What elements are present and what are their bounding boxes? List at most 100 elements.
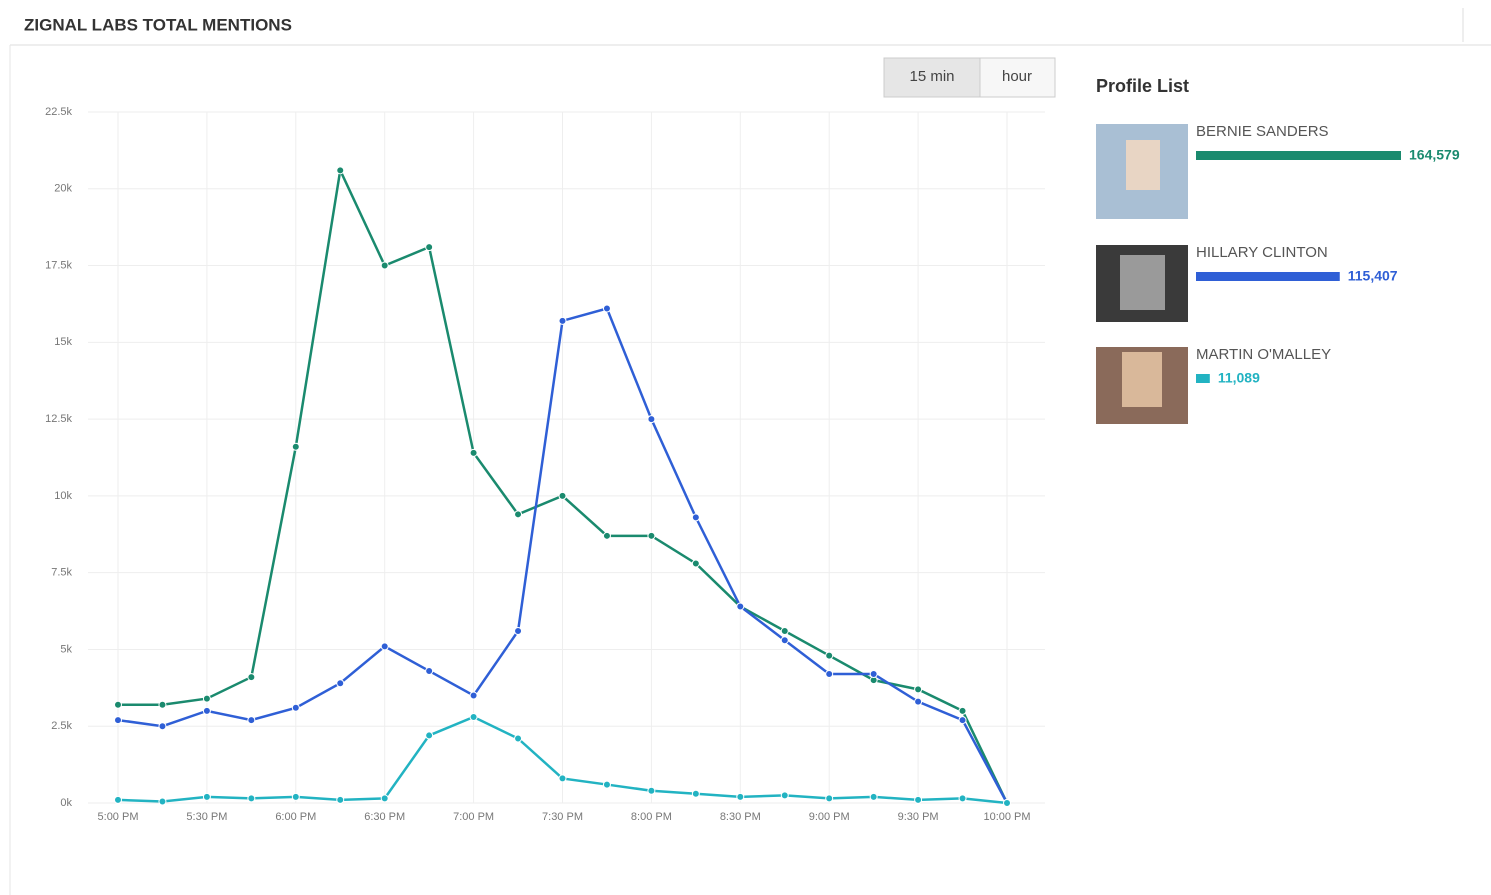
profile-count: 115,407: [1348, 268, 1398, 284]
y-tick-label: 22.5k: [45, 106, 72, 118]
data-point: [514, 510, 523, 519]
data-point: [247, 673, 256, 682]
data-point: [514, 627, 523, 636]
data-point: [558, 316, 567, 325]
data-point: [158, 722, 167, 731]
y-tick-label: 0k: [60, 797, 72, 809]
data-point: [691, 513, 700, 522]
data-point: [202, 694, 211, 703]
profile-name: MARTIN O'MALLEY: [1196, 346, 1331, 363]
x-tick-label: 5:00 PM: [98, 811, 139, 823]
data-point: [780, 627, 789, 636]
data-point: [114, 700, 122, 709]
data-point: [958, 706, 967, 715]
data-point: [114, 795, 122, 804]
x-tick-label: 9:00 PM: [809, 811, 850, 823]
data-point: [869, 670, 878, 679]
profile-count: 164,579: [1409, 147, 1460, 163]
data-point: [469, 713, 478, 722]
data-point: [647, 415, 656, 424]
data-point: [691, 789, 700, 798]
x-tick-label: 8:00 PM: [631, 811, 672, 823]
toggle: 15 min hour: [883, 57, 1056, 98]
data-point: [1003, 799, 1011, 807]
profile-list-title: Profile List: [1096, 76, 1189, 96]
data-point: [425, 243, 434, 252]
data-point: [691, 559, 700, 568]
y-tick-label: 2.5k: [51, 720, 72, 732]
button-label[interactable]: 15 min: [909, 68, 954, 85]
x-tick-label: 5:30 PM: [186, 811, 227, 823]
y-tick-label: 10k: [54, 490, 72, 502]
button-15min[interactable]: [883, 57, 981, 98]
data-point: [336, 679, 345, 688]
data-point: [114, 716, 122, 725]
data-point: [736, 602, 745, 611]
data-point: [291, 792, 300, 801]
button-hour[interactable]: [979, 57, 1056, 98]
profile-photo-detail: [1126, 140, 1160, 190]
x-tick-label: 9:30 PM: [898, 811, 939, 823]
button-label[interactable]: hour: [1002, 68, 1032, 85]
data-point: [336, 795, 345, 804]
x-tick-label: 7:30 PM: [542, 811, 583, 823]
data-point: [958, 794, 967, 803]
data-point: [869, 792, 878, 801]
data-point: [247, 716, 256, 725]
data-point: [914, 685, 923, 694]
x-tick-label: 6:00 PM: [275, 811, 316, 823]
data-point: [380, 261, 389, 270]
y-tick-label: 5k: [60, 643, 72, 655]
profile-bar: [1196, 272, 1340, 281]
data-point: [558, 491, 567, 500]
data-point: [825, 670, 834, 679]
data-point: [736, 792, 745, 801]
data-point: [158, 797, 167, 806]
data-point: [425, 731, 434, 740]
profile-name: HILLARY CLINTON: [1196, 244, 1328, 261]
data-point: [914, 795, 923, 804]
data-point: [558, 774, 567, 783]
data-point: [202, 792, 211, 801]
x-tick-label: 10:00 PM: [983, 811, 1030, 823]
data-point: [291, 703, 300, 712]
profile-photo-detail: [1122, 352, 1162, 407]
data-point: [647, 531, 656, 540]
data-point: [380, 642, 389, 651]
y-tick-label: 17.5k: [45, 259, 72, 271]
y-tick-label: 20k: [54, 183, 72, 195]
profile-bar: [1196, 374, 1210, 383]
x-tick-label: 6:30 PM: [364, 811, 405, 823]
x-tick-label: 7:00 PM: [453, 811, 494, 823]
y-tick-label: 12.5k: [45, 413, 72, 425]
data-point: [425, 666, 434, 675]
profile-bar: [1196, 151, 1401, 160]
x-tick-label: 8:30 PM: [720, 811, 761, 823]
data-point: [780, 791, 789, 800]
data-point: [647, 786, 656, 795]
data-point: [202, 706, 211, 715]
data-point: [958, 716, 967, 725]
data-point: [247, 794, 256, 803]
data-point: [825, 651, 834, 660]
data-point: [514, 734, 523, 743]
y-tick-label: 15k: [54, 336, 72, 348]
data-point: [780, 636, 789, 645]
data-point: [825, 794, 834, 803]
profile-name: BERNIE SANDERS: [1196, 123, 1329, 140]
y-tick-label: 7.5k: [51, 567, 72, 579]
data-point: [469, 448, 478, 457]
data-point: [380, 794, 389, 803]
data-point: [602, 304, 611, 313]
data-point: [469, 691, 478, 700]
panel-title: ZIGNAL LABS TOTAL MENTIONS: [24, 15, 292, 34]
data-point: [158, 700, 167, 709]
profile-count: 11,089: [1218, 370, 1260, 386]
profile-photo-detail: [1120, 255, 1165, 310]
data-point: [602, 531, 611, 540]
data-point: [914, 697, 923, 706]
data-point: [336, 166, 345, 175]
